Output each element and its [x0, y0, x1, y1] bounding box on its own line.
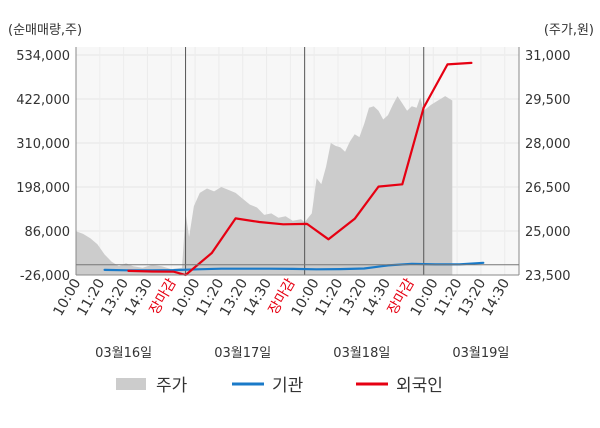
left-axis-unit: (순매매량,주) [8, 23, 82, 38]
left-tick-label: 534,000 [16, 49, 70, 64]
date-label: 03월16일 [95, 346, 152, 361]
right-tick-label: 31,000 [525, 49, 571, 64]
right-tick-label: 25,000 [525, 225, 571, 240]
legend-label: 기관 [272, 376, 303, 396]
legend: 주가 기관 외국인 [116, 376, 443, 396]
right-tick-label: 29,500 [525, 93, 571, 108]
investor-lines-layer [103, 61, 485, 277]
line-series-foreign [127, 61, 473, 277]
line-series-institution [103, 261, 485, 272]
right-tick-label: 23,500 [525, 269, 571, 284]
left-tick-label: 198,000 [16, 181, 70, 196]
right-tick-label: 28,000 [525, 137, 571, 152]
left-tick-label: -26,000 [20, 269, 70, 284]
left-tick-label: 86,000 [25, 225, 71, 240]
legend-label: 주가 [156, 376, 188, 396]
left-tick-label: 422,000 [16, 93, 70, 108]
price-area-series [76, 96, 453, 275]
axes-layer [75, 47, 520, 276]
right-axis-unit: (주가,원) [544, 23, 594, 38]
day-separators [185, 47, 425, 275]
date-label: 03월17일 [214, 346, 271, 361]
legend-swatch-area [116, 378, 146, 390]
date-label: 03월19일 [452, 346, 509, 361]
date-label: 03월18일 [333, 346, 390, 361]
price-area-layer [76, 96, 453, 275]
legend-label: 외국인 [396, 376, 443, 396]
right-tick-label: 26,500 [525, 181, 571, 196]
left-tick-label: 310,000 [16, 137, 70, 152]
